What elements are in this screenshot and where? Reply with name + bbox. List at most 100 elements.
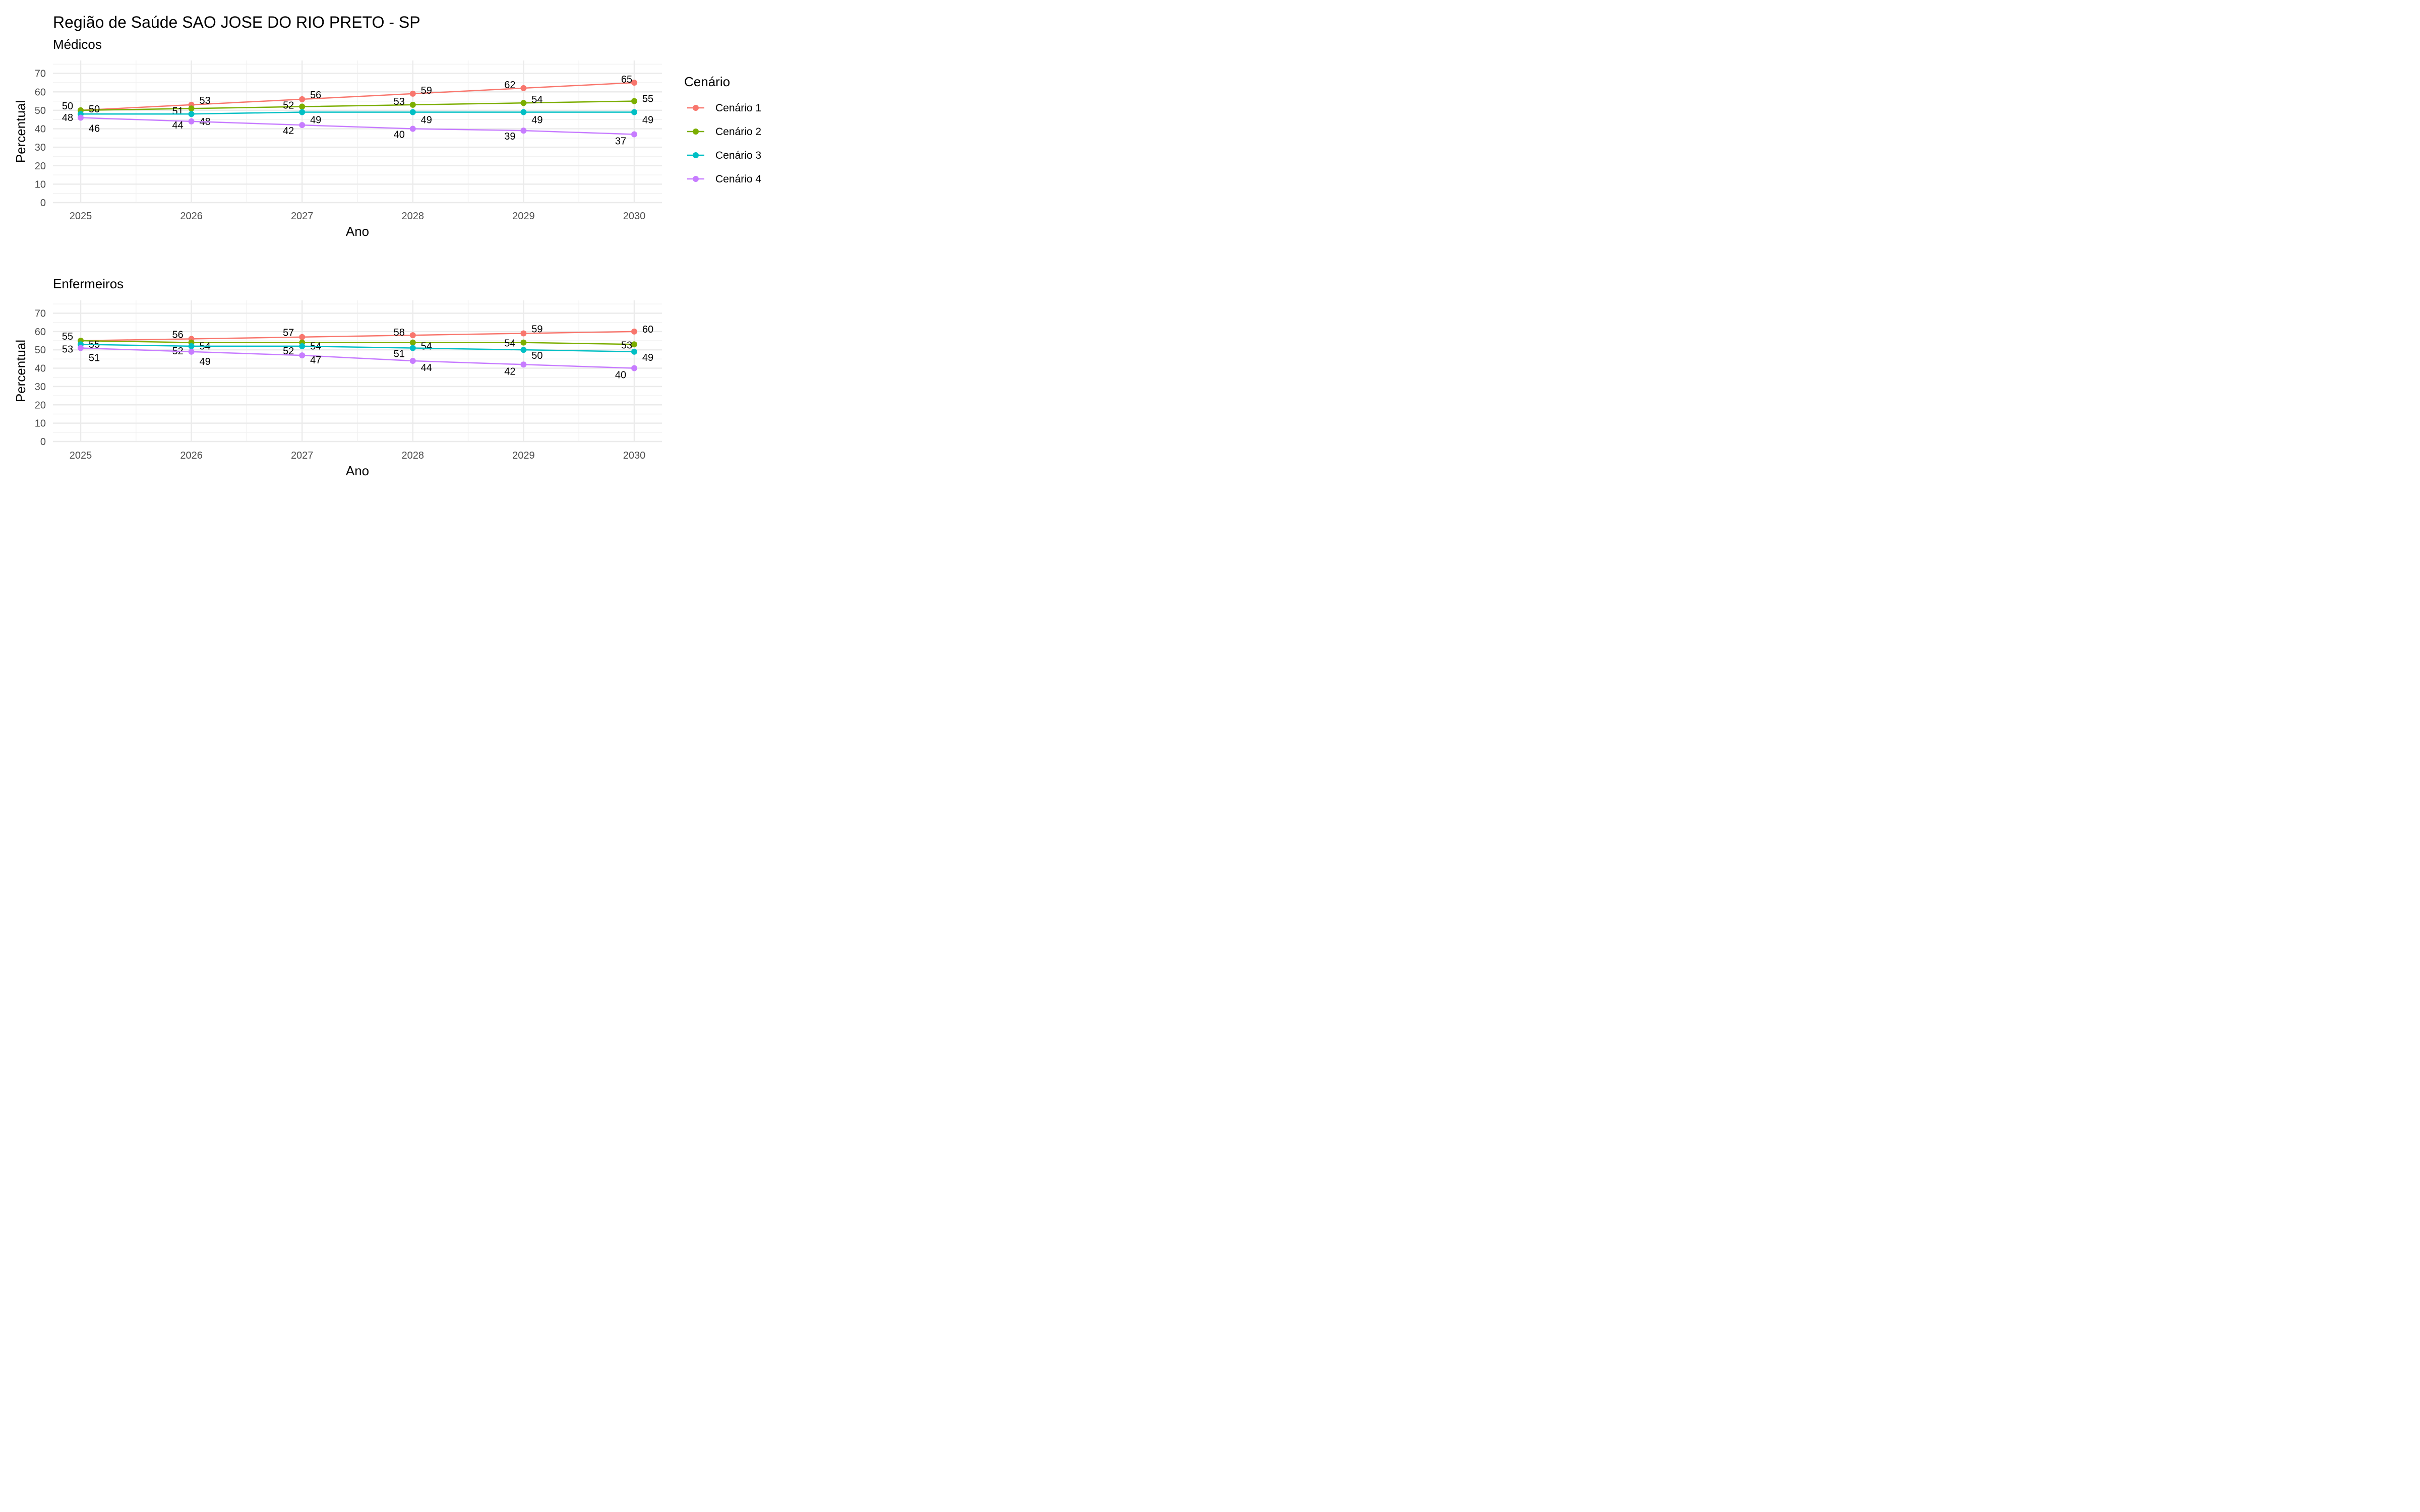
data-point (631, 131, 637, 138)
data-label: 49 (199, 356, 210, 367)
data-point (188, 105, 195, 112)
data-label: 49 (642, 352, 653, 363)
legend-label: Cenário 2 (715, 126, 761, 138)
x-tick-label: 2025 (70, 211, 92, 222)
legend-title: Cenário (684, 74, 730, 89)
data-point (299, 103, 306, 110)
data-label: 42 (283, 125, 294, 137)
data-point (299, 109, 306, 115)
data-point (188, 348, 195, 355)
x-tick-label: 2027 (291, 211, 314, 222)
data-point (631, 98, 637, 104)
y-tick-label: 70 (35, 69, 46, 80)
y-tick-label: 30 (35, 142, 46, 153)
data-point (78, 114, 84, 121)
data-label: 55 (642, 94, 653, 105)
data-label: 53 (621, 340, 632, 351)
data-label: 49 (421, 115, 432, 126)
data-label: 49 (642, 115, 653, 126)
legend: Cenário Cenário 1 Cenário 2 Cenário 3 Cenár… (684, 74, 761, 185)
data-label: 47 (310, 355, 321, 366)
data-point (520, 347, 527, 353)
data-label: 55 (62, 331, 73, 342)
data-label: 50 (531, 350, 542, 361)
y-tick-label: 60 (35, 327, 46, 338)
legend-key-point (693, 176, 699, 182)
data-label: 40 (615, 370, 626, 381)
data-point (299, 334, 306, 340)
data-label: 53 (62, 344, 73, 355)
legend-label: Cenário 1 (715, 102, 761, 114)
legend-item: Cenário 2 (687, 126, 761, 138)
data-point (409, 345, 416, 351)
data-point (520, 128, 527, 134)
data-label: 40 (394, 130, 405, 141)
data-label: 49 (310, 115, 321, 126)
y-axis-title: Percentual (13, 100, 28, 163)
data-label: 59 (421, 85, 432, 96)
y-tick-label: 0 (40, 198, 46, 209)
x-tick-label: 2026 (180, 450, 203, 461)
chart-subtitle: Enfermeiros (53, 276, 124, 291)
data-label: 54 (531, 94, 542, 105)
data-point (631, 341, 637, 348)
x-axis-title: Ano (346, 224, 369, 239)
data-label: 54 (504, 338, 515, 349)
legend-item: Cenário 3 (687, 150, 761, 161)
data-label: 60 (642, 324, 653, 335)
data-point (631, 365, 637, 371)
data-label: 53 (394, 96, 405, 107)
data-point (409, 339, 416, 346)
y-tick-label: 10 (35, 179, 46, 190)
series-line (80, 347, 635, 369)
y-tick-label: 0 (40, 436, 46, 448)
data-label: 54 (421, 341, 432, 352)
y-tick-label: 30 (35, 382, 46, 393)
data-label: 42 (504, 366, 515, 377)
data-label: 65 (621, 74, 632, 85)
data-point (409, 90, 416, 97)
data-point (520, 100, 527, 106)
series-line (80, 82, 635, 111)
data-point (409, 125, 416, 132)
y-tick-label: 40 (35, 124, 46, 135)
series-line (80, 340, 635, 345)
data-label: 46 (89, 123, 100, 135)
x-tick-label: 2029 (512, 450, 535, 461)
x-tick-label: 2030 (623, 450, 646, 461)
data-label: 57 (283, 328, 294, 339)
y-tick-label: 50 (35, 345, 46, 356)
data-label: 48 (62, 112, 73, 123)
series-line (80, 117, 635, 135)
series-1: 55 56 57 58 59 60 (62, 324, 653, 344)
series-4: 51 49 47 44 42 40 (78, 345, 637, 381)
data-point (299, 352, 306, 359)
chart-title: Região de Saúde SAO JOSE DO RIO PRETO - … (53, 13, 420, 31)
y-tick-label: 60 (35, 87, 46, 98)
series-line (80, 344, 635, 353)
data-label: 49 (531, 115, 542, 126)
y-tick-label: 50 (35, 105, 46, 116)
y-tick-label: 10 (35, 418, 46, 429)
data-point (520, 339, 527, 346)
legend-item: Cenário 4 (687, 173, 761, 185)
data-point (299, 343, 306, 349)
y-tick-label: 70 (35, 308, 46, 319)
data-label: 44 (172, 120, 183, 131)
data-label: 39 (504, 131, 515, 142)
y-tick-label: 40 (35, 363, 46, 374)
x-tick-label: 2028 (402, 211, 425, 222)
data-point (188, 111, 195, 117)
x-axis-title: Ano (346, 463, 369, 478)
x-tick-label: 2025 (70, 450, 92, 461)
legend-label: Cenário 3 (715, 150, 761, 161)
series-4: 46 44 42 40 39 37 (78, 114, 637, 147)
data-point (520, 361, 527, 368)
x-tick-label: 2029 (512, 211, 535, 222)
x-tick-label: 2030 (623, 211, 646, 222)
data-label: 51 (89, 353, 100, 364)
data-label: 50 (62, 101, 73, 112)
legend-item: Cenário 1 (687, 102, 761, 114)
